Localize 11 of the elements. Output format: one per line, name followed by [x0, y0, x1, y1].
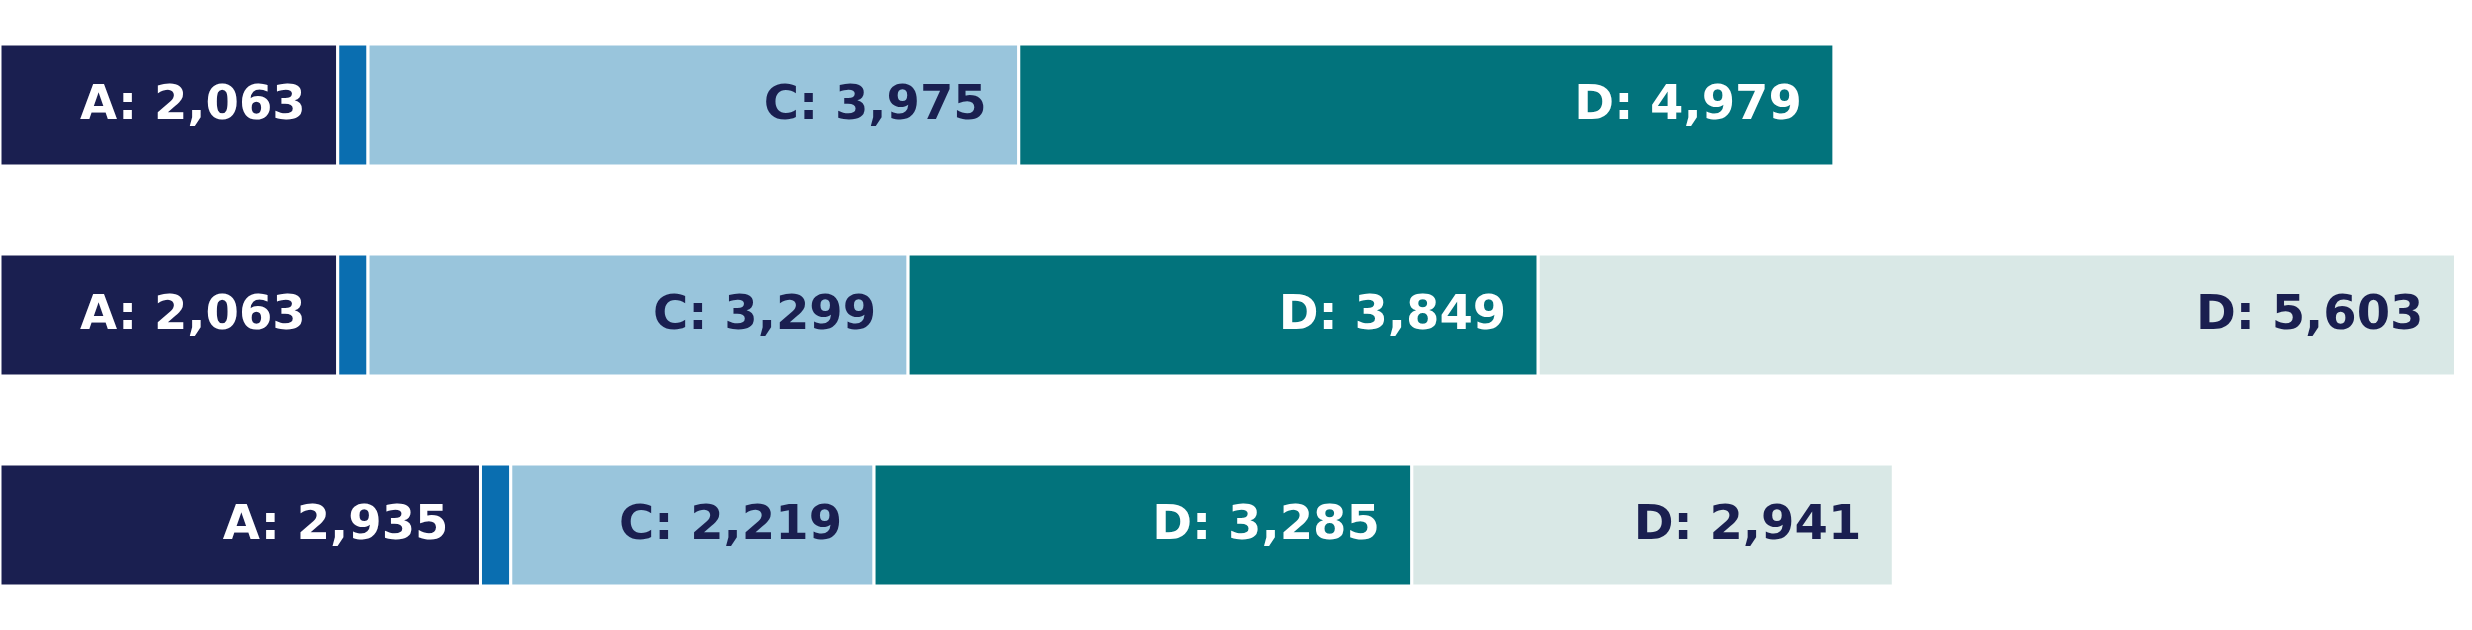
- data-label: A: 2,935: [222, 494, 449, 550]
- data-label: D: 4,979: [1574, 74, 1802, 130]
- data-label: D: 2,941: [1633, 494, 1862, 550]
- data-label: D: 5,603: [2195, 284, 2424, 340]
- data-label: D: 3,285: [1152, 494, 1380, 550]
- data-label: A: 2,063: [79, 74, 306, 130]
- data-label: D: 3,849: [1278, 284, 1507, 340]
- data-label: A: 2,063: [79, 284, 306, 340]
- data-label: C: 2,219: [619, 494, 843, 550]
- data-label: C: 3,299: [653, 284, 877, 340]
- data-label: C: 3,975: [763, 74, 987, 130]
